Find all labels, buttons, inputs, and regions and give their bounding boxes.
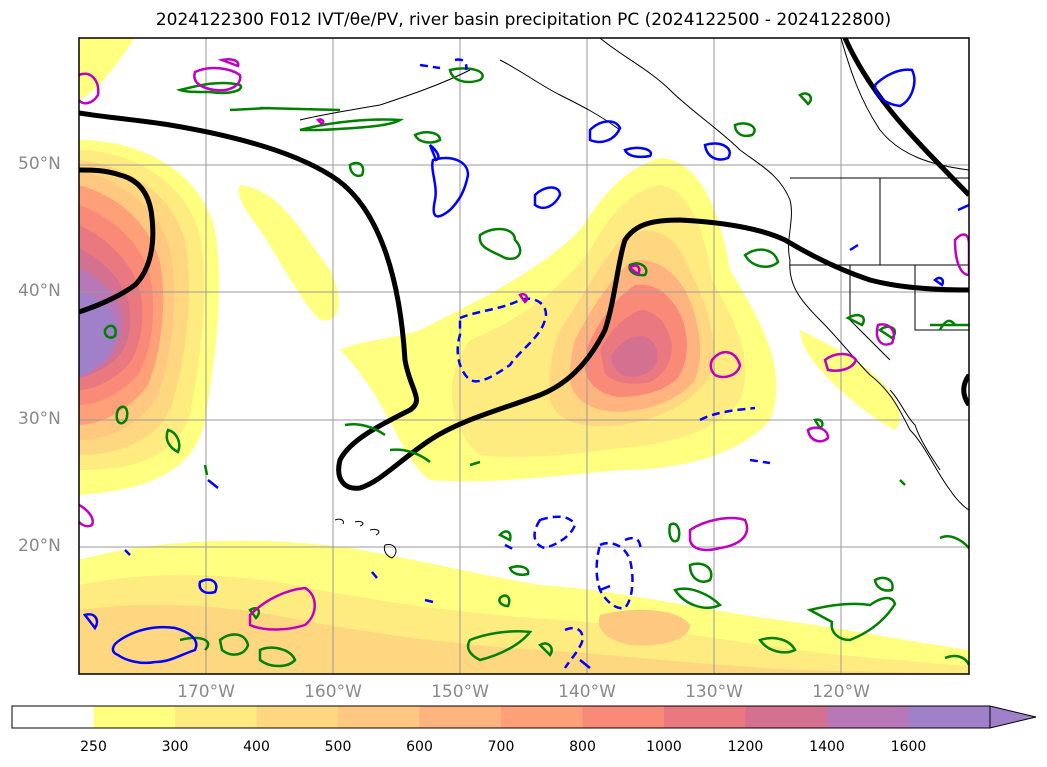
- ivt-filled-contours: [79, 38, 969, 674]
- colorbar-segment: [664, 706, 746, 728]
- lon-label-160w: 160°W: [304, 682, 362, 702]
- lat-label-20n: 20°N: [18, 536, 61, 556]
- colorbar-extend-arrow: [989, 705, 1037, 729]
- colorbar-tick-label: 1200: [727, 739, 764, 755]
- colorbar-segment: [745, 706, 828, 728]
- lon-label-130w: 130°W: [685, 682, 743, 702]
- colorbar-segment: [501, 706, 583, 728]
- colorbar-segment: [338, 706, 420, 728]
- map-frame: [78, 37, 970, 675]
- theta-e-contours: [79, 38, 969, 491]
- pv-magenta-contours: [79, 58, 969, 631]
- colorbar-segment: [827, 706, 909, 728]
- colorbar-segment: [12, 706, 94, 728]
- colorbar-tick-label: 1600: [890, 739, 927, 755]
- colorbar-segment: [175, 706, 257, 728]
- colorbar-tick-label: 800: [569, 739, 596, 755]
- colorbar-segment: [582, 706, 665, 728]
- colorbar-tick-label: 250: [80, 739, 107, 755]
- lon-label-170w: 170°W: [177, 682, 235, 702]
- pv-blue-dashed-contours: [419, 58, 771, 669]
- colorbar-tick-label: 700: [487, 739, 515, 755]
- colorbar-tick-label: 600: [406, 739, 433, 755]
- colorbar-tick-label: 500: [324, 739, 352, 755]
- colorbar-segment: [256, 706, 339, 728]
- colorbar-segment: [419, 706, 502, 728]
- lat-label-50n: 50°N: [18, 154, 61, 174]
- lon-label-150w: 150°W: [431, 682, 489, 702]
- pv-blue-contours: [82, 68, 969, 669]
- lon-label-120w: 120°W: [812, 682, 870, 702]
- colorbar-outline: [11, 705, 990, 729]
- colorbar-tick-label: 300: [161, 739, 189, 755]
- colorbar-segment: [908, 706, 991, 728]
- colorbar-tick-label: 400: [243, 739, 270, 755]
- colorbar-segment: [93, 706, 176, 728]
- lat-label-40n: 40°N: [18, 281, 61, 301]
- lat-label-30n: 30°N: [18, 409, 61, 429]
- colorbar-tick-label: 1000: [646, 739, 682, 755]
- figure-title: 2024122300 F012 IVT/θe/PV, river basin p…: [155, 10, 892, 30]
- colorbar: [11, 705, 1037, 729]
- lon-label-140w: 140°W: [558, 682, 616, 702]
- colorbar-tick-label: 1400: [809, 739, 845, 755]
